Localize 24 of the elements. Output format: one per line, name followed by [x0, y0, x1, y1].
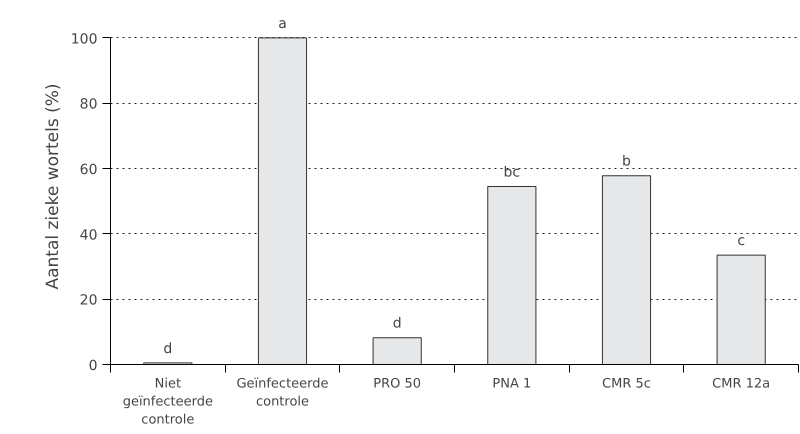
y-axis-title: Aantal zieke wortels (%): [42, 83, 63, 290]
annotation: d: [392, 316, 402, 332]
y-tick-label: 0: [88, 358, 98, 374]
y-tick-label: 40: [80, 227, 98, 244]
annotation: c: [737, 233, 746, 250]
y-tick-label: 60: [80, 162, 98, 178]
annotation: bc: [504, 164, 520, 180]
y-tick-label: 100: [70, 31, 98, 48]
annotation: b: [622, 154, 632, 170]
y-tick-label: 20: [80, 292, 98, 309]
bar: [602, 175, 652, 364]
y-tick-label: 80: [80, 96, 98, 113]
x-tick-label: PRO 50: [373, 376, 422, 392]
annotation: a: [278, 16, 287, 32]
x-tick-label: Geïnfecteerde controle: [236, 376, 329, 410]
x-tick-label: CMR 12a: [712, 376, 770, 392]
x-tick-label: Niet geïnfecteerde controle: [122, 376, 213, 428]
x-tick-label: PNA 1: [492, 376, 532, 392]
x-tick-label: CMR 5c: [602, 376, 651, 392]
bar: [258, 37, 308, 364]
bar: [372, 337, 422, 364]
annotation: d: [163, 340, 172, 357]
bar: [716, 254, 766, 364]
bar: [487, 186, 536, 364]
